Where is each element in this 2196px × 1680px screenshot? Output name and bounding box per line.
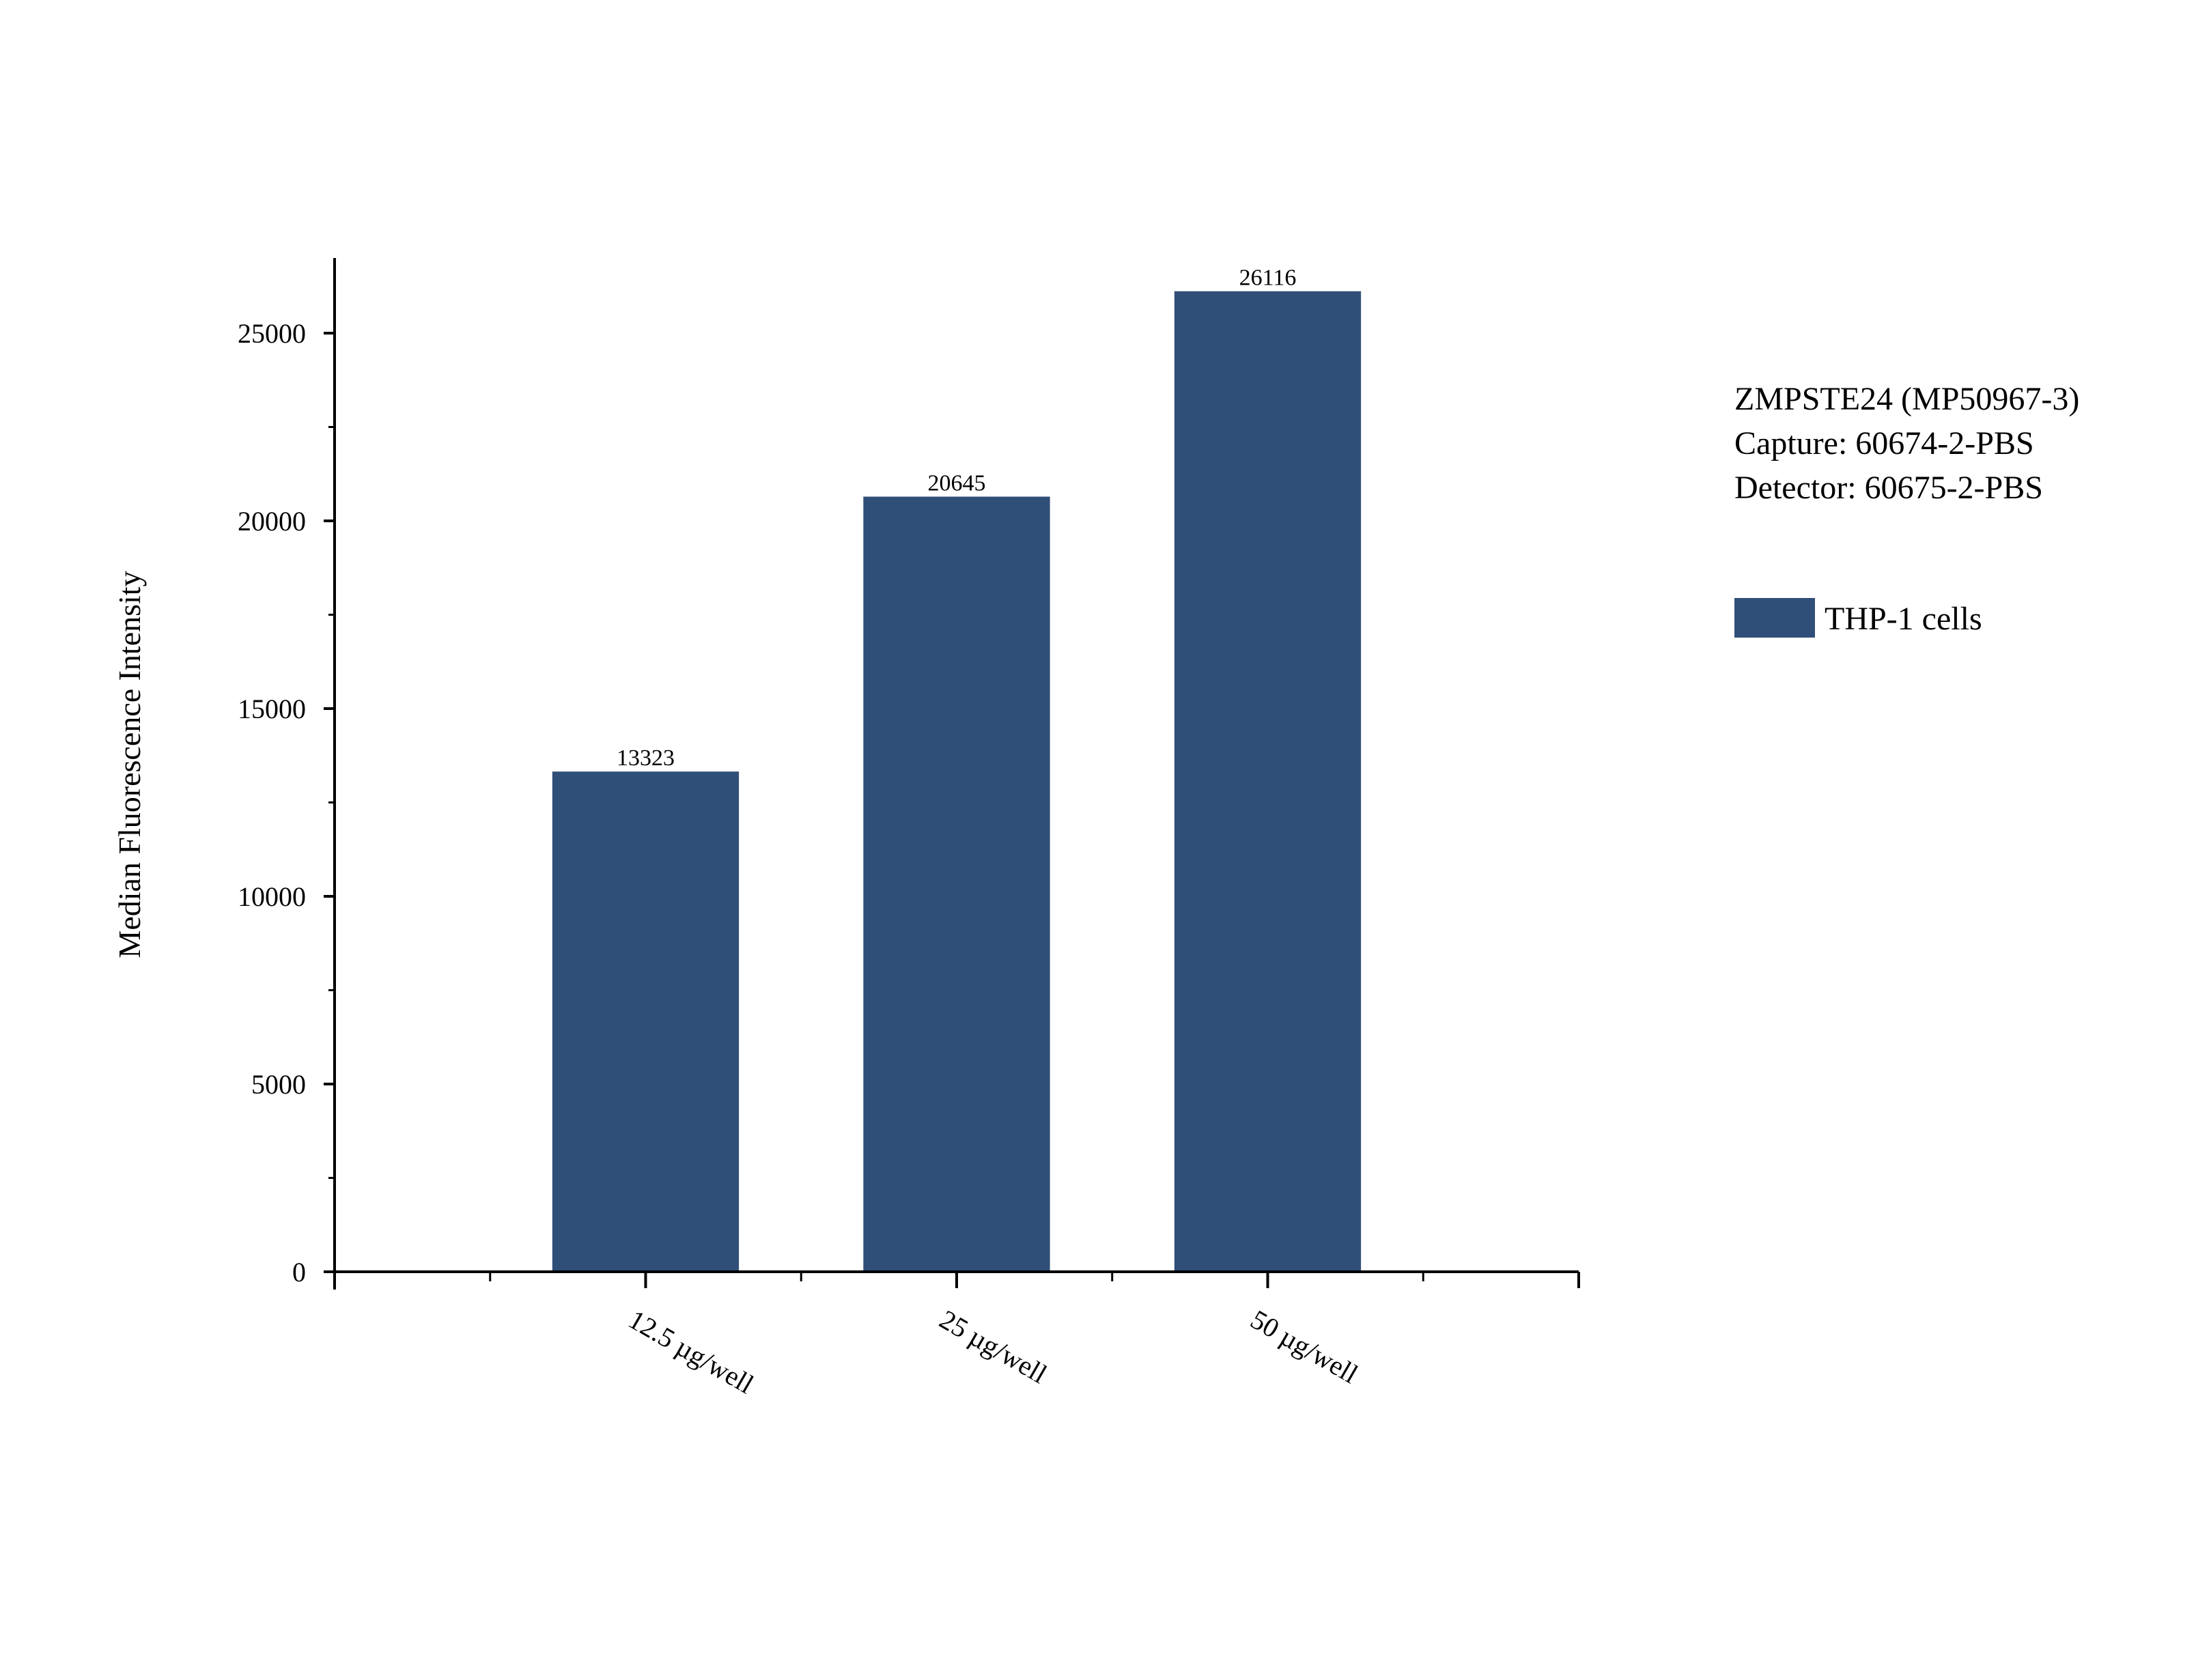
- y-tick-label: 20000: [238, 506, 306, 537]
- bar: [863, 496, 1050, 1272]
- legend: THP-1 cells: [1734, 598, 1982, 638]
- y-axis-title: Median Fluorescence Intensity: [112, 571, 147, 958]
- x-category-label: 50 µg/well: [1245, 1304, 1363, 1389]
- y-tick-label: 15000: [238, 694, 306, 724]
- x-category-label: 25 µg/well: [935, 1304, 1052, 1389]
- annotation-antibody: ZMPSTE24 (MP50967-3): [1734, 381, 2079, 417]
- annotation-detector: Detector: 60675-2-PBS: [1734, 470, 2043, 506]
- bar-value-label: 20645: [928, 471, 986, 496]
- bar: [552, 771, 740, 1272]
- bar: [1174, 291, 1362, 1272]
- y-tick-label: 10000: [238, 881, 306, 912]
- y-tick-label: 5000: [251, 1069, 306, 1100]
- value-labels: 13323 20645 26116: [617, 266, 1296, 771]
- y-tick-label: 25000: [238, 318, 306, 349]
- x-axis-ticks: 12.5 µg/well 25 µg/well 50 µg/well: [333, 1272, 1580, 1399]
- legend-label: THP-1 cells: [1825, 601, 1982, 637]
- bar-value-label: 26116: [1239, 266, 1297, 291]
- annotation-capture: Capture: 60674-2-PBS: [1734, 425, 2034, 461]
- x-category-label: 12.5 µg/well: [623, 1304, 759, 1399]
- annotation-block: ZMPSTE24 (MP50967-3) Capture: 60674-2-PB…: [1734, 381, 2079, 506]
- y-axis-ticks: 0 5000 10000 15000 20000 25000: [238, 318, 335, 1287]
- legend-swatch: [1734, 598, 1815, 638]
- bar-value-label: 13323: [617, 745, 675, 771]
- y-tick-label: 0: [292, 1257, 306, 1287]
- bars: [552, 291, 1362, 1272]
